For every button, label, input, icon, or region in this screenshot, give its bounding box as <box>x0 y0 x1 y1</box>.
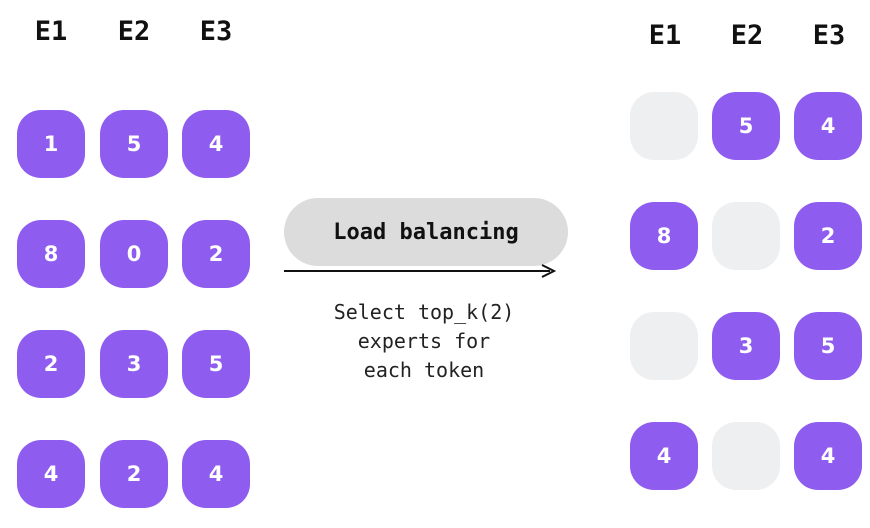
caption-line-1: Select top_k(2) <box>333 300 515 324</box>
right-cell-r4-e3: 4 <box>794 422 862 490</box>
caption-line-2: experts for <box>357 329 491 353</box>
right-cell-r2-e2-empty <box>712 202 780 270</box>
right-cell-r4-e1: 4 <box>630 422 698 490</box>
left-header-e1: E1 <box>34 16 68 47</box>
right-arrow-icon <box>284 264 557 278</box>
left-header-e3: E3 <box>199 16 233 47</box>
caption-line-3: each token <box>363 358 485 382</box>
load-balancing-label: Load balancing <box>284 198 568 266</box>
right-cell-r3-e3: 5 <box>794 312 862 380</box>
left-cell-r4-e2: 2 <box>100 440 168 508</box>
right-cell-r1-e1-empty <box>630 92 698 160</box>
left-cell-r1-e1: 1 <box>17 110 85 178</box>
right-header-e2: E2 <box>730 20 764 51</box>
left-cell-r4-e3: 4 <box>182 440 250 508</box>
left-cell-r1-e2: 5 <box>100 110 168 178</box>
left-cell-r3-e2: 3 <box>100 330 168 398</box>
left-cell-r2-e2: 0 <box>100 220 168 288</box>
right-cell-r4-e2-empty <box>712 422 780 490</box>
right-cell-r3-e2: 3 <box>712 312 780 380</box>
right-cell-r2-e3: 2 <box>794 202 862 270</box>
right-cell-r3-e1-empty <box>630 312 698 380</box>
right-cell-r1-e3: 4 <box>794 92 862 160</box>
selection-caption: Select top_k(2) experts for each token <box>284 298 564 385</box>
right-cell-r2-e1: 8 <box>630 202 698 270</box>
right-header-e3: E3 <box>812 20 846 51</box>
right-cell-r1-e2: 5 <box>712 92 780 160</box>
left-cell-r2-e3: 2 <box>182 220 250 288</box>
left-cell-r2-e1: 8 <box>17 220 85 288</box>
left-header-e2: E2 <box>117 16 151 47</box>
left-cell-r3-e1: 2 <box>17 330 85 398</box>
left-cell-r1-e3: 4 <box>182 110 250 178</box>
right-header-e1: E1 <box>648 20 682 51</box>
left-cell-r4-e1: 4 <box>17 440 85 508</box>
left-cell-r3-e3: 5 <box>182 330 250 398</box>
